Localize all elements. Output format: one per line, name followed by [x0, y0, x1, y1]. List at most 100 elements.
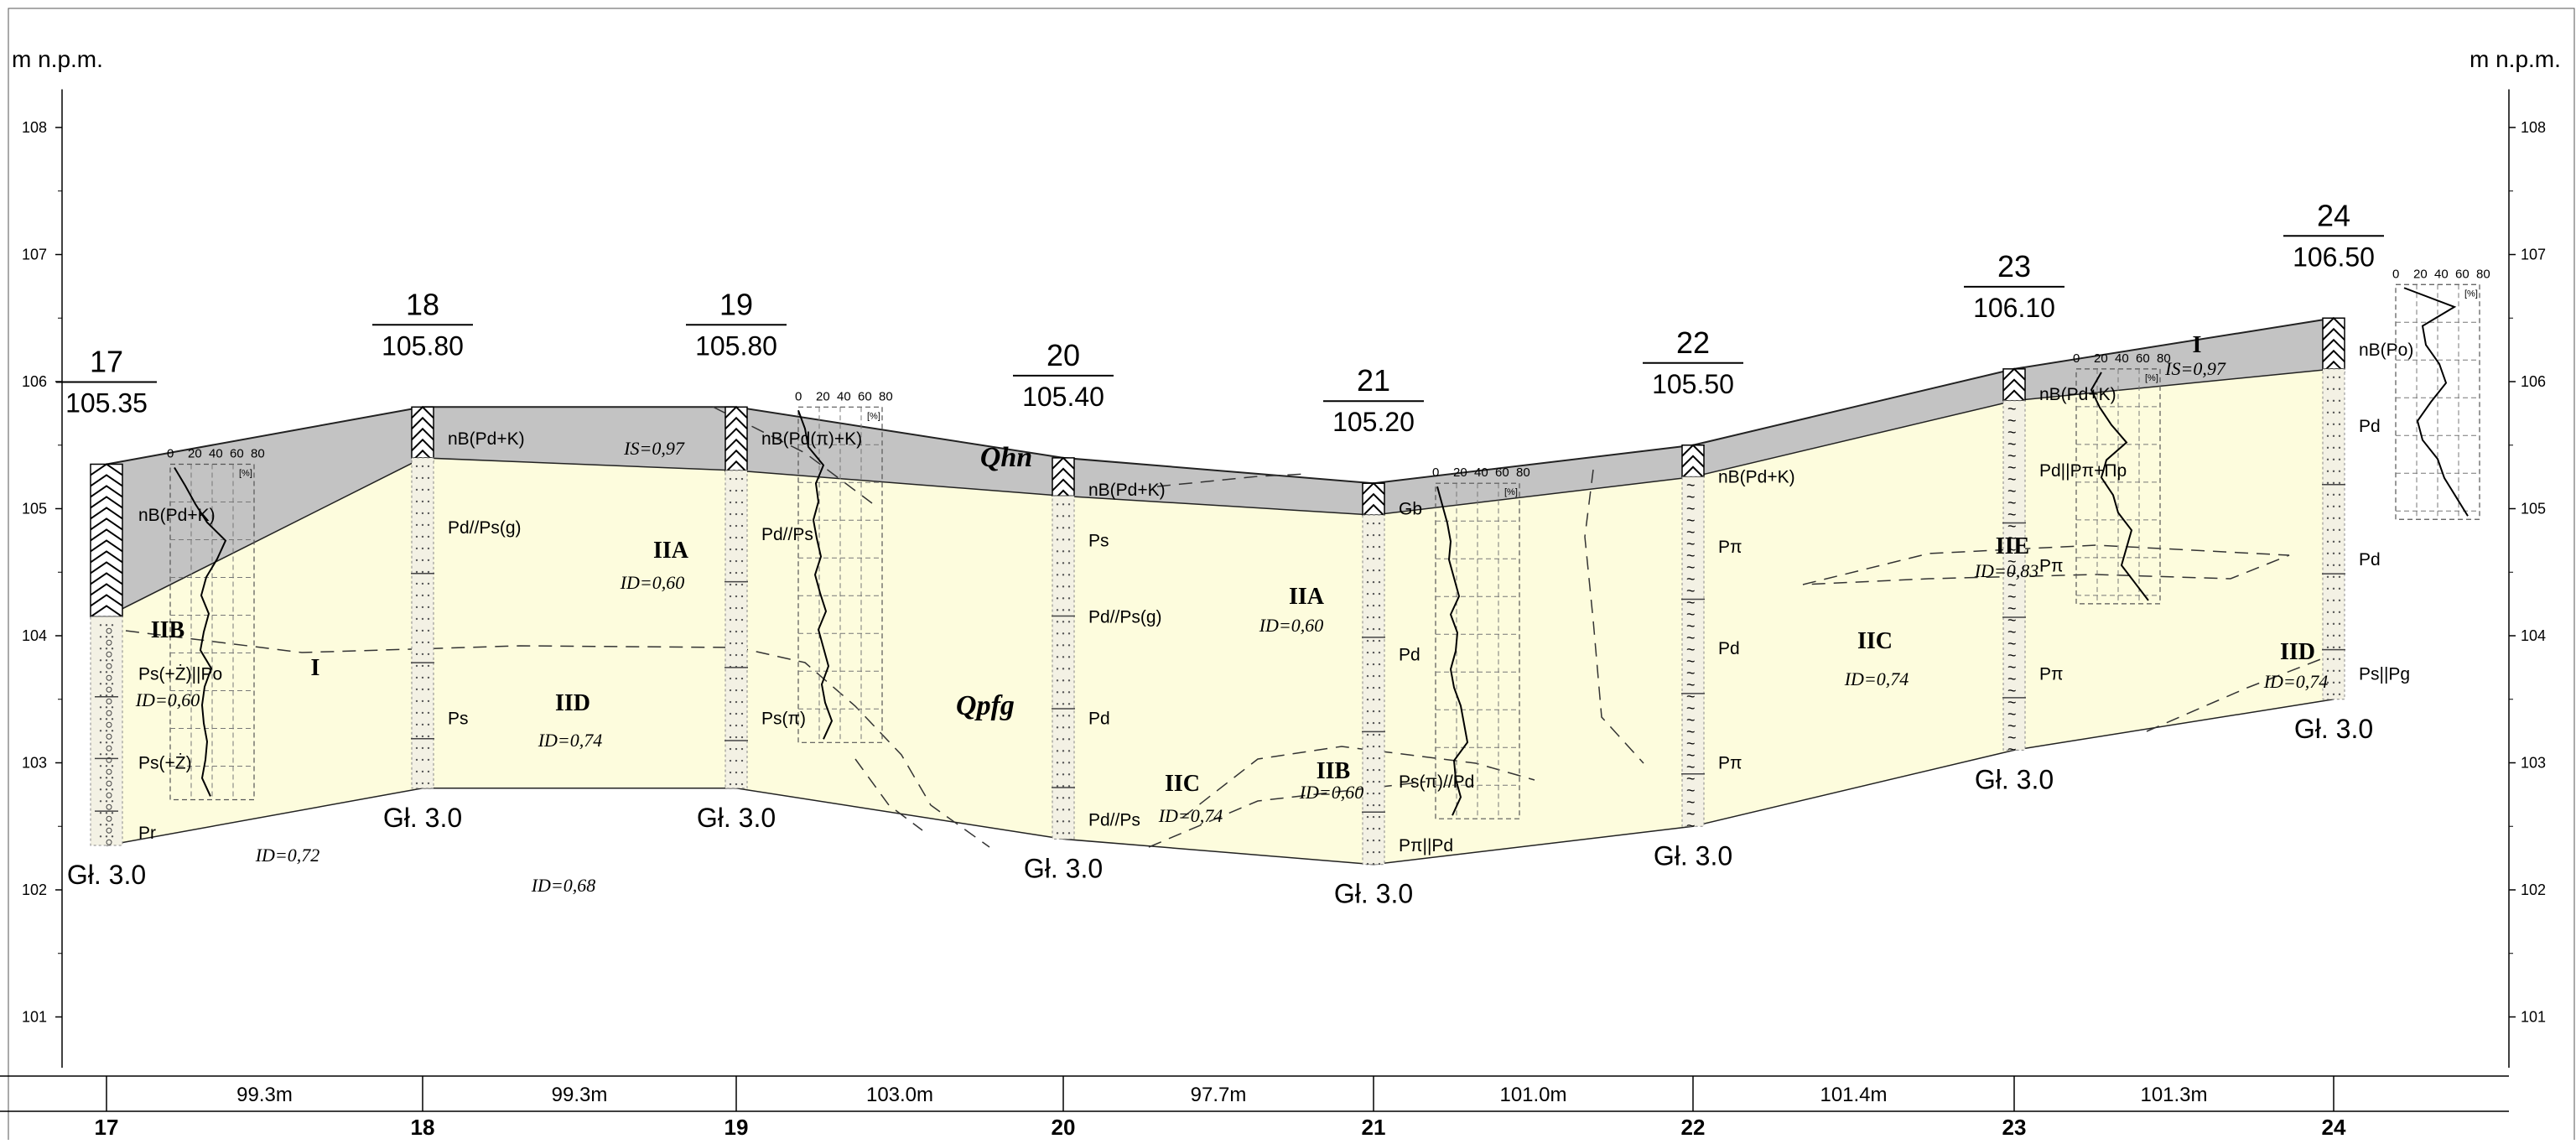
sand-dot [1366, 627, 1369, 631]
silt-symbol: ~ [1686, 771, 1696, 788]
sand-dot [415, 547, 418, 550]
soil-label: Ps(+Ż) [138, 754, 192, 773]
zone-index: ID=0,68 [531, 875, 596, 896]
borehole-17: 17 105.35 Gł. 3.0 [56, 344, 157, 890]
sand-dot [2326, 470, 2329, 473]
sand-dot [1366, 792, 1369, 795]
silt-symbol: ~ [2007, 718, 2017, 735]
sand-dot [740, 630, 744, 633]
zone-name: IIB [1317, 758, 1350, 784]
sand-dot [105, 824, 108, 826]
sand-dot [2338, 587, 2341, 590]
soil-label: Ps||Pg [2359, 664, 2410, 684]
sand-dot [1067, 668, 1071, 670]
sand-dot [729, 512, 732, 516]
sand-dot [105, 659, 108, 662]
sand-dot [1378, 592, 1381, 595]
silt-symbol: ~ [2007, 565, 2017, 582]
borehole-position-label: 22 [1681, 1115, 1706, 1140]
silt-symbol: ~ [1686, 653, 1696, 670]
stratigraphic-unit: Qpfg [956, 690, 1015, 721]
topsoil-hatch [90, 463, 123, 476]
sounding-curve [2090, 372, 2149, 601]
sand-dot [1378, 710, 1381, 713]
sand-dot [2326, 423, 2329, 426]
sand-dot [1056, 785, 1059, 788]
sand-dot [111, 671, 114, 673]
sand-dot [1067, 785, 1071, 788]
sand-dot [1062, 832, 1065, 835]
sand-dot [2338, 387, 2341, 391]
soil-label: Pπ||Pd [1399, 836, 1453, 855]
sand-dot [415, 746, 418, 750]
sand-dot [427, 746, 430, 750]
distance-label: 101.3m [2140, 1084, 2207, 1106]
gravel-dot [106, 792, 112, 798]
sand-dot [105, 730, 108, 732]
sand-dot [2326, 517, 2329, 520]
sounding-scale-label: 0 [167, 446, 174, 460]
silt-symbol: ~ [1686, 759, 1696, 776]
silt-symbol: ~ [2007, 436, 2017, 453]
soil-label: nB(Pd+K) [1088, 481, 1166, 500]
silt-symbol: ~ [2007, 460, 2017, 476]
soil-label: Pd//Ps(g) [1088, 607, 1162, 627]
topsoil-hatch [1052, 478, 1075, 491]
sand-dot [415, 629, 418, 632]
topsoil-hatch [1681, 465, 1705, 479]
silt-symbol: ~ [2007, 530, 2017, 547]
sand-dot [427, 500, 430, 503]
sand-dot [1062, 703, 1065, 705]
gravel-dot [106, 686, 112, 693]
topsoil-hatch [2322, 316, 2345, 330]
sand-dot [415, 512, 418, 515]
axis-tick-label: 106 [22, 373, 47, 390]
silt-symbol: ~ [1686, 477, 1696, 494]
sand-dot [427, 594, 430, 597]
sand-dot [2332, 423, 2335, 426]
boreholes: 17 105.35 Gł. 3.0 18 105.80 Gł. 3.0 19 105.80 Gł… [56, 198, 2384, 909]
silt-symbol: ~ [2007, 542, 2017, 559]
sounding-curve [174, 466, 227, 797]
sand-dot [2326, 505, 2329, 508]
sand-dot [111, 683, 114, 685]
sand-dot [1067, 809, 1071, 811]
sounding-scale-label: 80 [2157, 351, 2171, 366]
soil-label: Pd [2359, 550, 2381, 569]
sand-dot [111, 812, 114, 814]
silt-symbol: ~ [1686, 606, 1696, 623]
gravel-dot [106, 651, 112, 658]
sand-dot [99, 777, 102, 779]
sand-dot [740, 771, 744, 774]
sand-dot [1378, 757, 1381, 760]
silt-symbol: ~ [2007, 413, 2017, 429]
sand-dot [415, 699, 418, 703]
silt-symbol: ~ [1686, 618, 1696, 635]
borehole-topsoil [1681, 445, 1705, 478]
borehole-topsoil [2002, 368, 2026, 402]
sand-dot [729, 583, 732, 586]
sand-dot [1366, 827, 1369, 830]
sand-dot [740, 583, 744, 586]
borehole-column [724, 470, 748, 789]
sand-dot [1056, 656, 1059, 658]
sand-dot [2338, 399, 2341, 403]
sounding-curve [2403, 287, 2469, 517]
sand-dot [427, 676, 430, 679]
sand-dot [421, 653, 424, 656]
topsoil-hatch [2322, 327, 2345, 341]
sand-dot [1372, 733, 1375, 736]
sand-dot [1062, 550, 1065, 553]
sand-dot [1062, 644, 1065, 647]
silt-symbol: ~ [2007, 730, 2017, 746]
zone-name: I [311, 655, 320, 681]
sand-dot [2338, 646, 2341, 649]
sand-dot [105, 694, 108, 697]
sand-dot [1062, 597, 1065, 600]
silt-symbol: ~ [1686, 736, 1696, 752]
silt-symbol: ~ [2007, 589, 2017, 606]
elevation-axes: 101 102 103 104 105 106 107 108 101 102 103 104 105 1… [22, 89, 2546, 1069]
sand-dot [2326, 493, 2329, 497]
silt-symbol: ~ [2007, 507, 2017, 523]
silt-symbol: ~ [1686, 571, 1696, 588]
